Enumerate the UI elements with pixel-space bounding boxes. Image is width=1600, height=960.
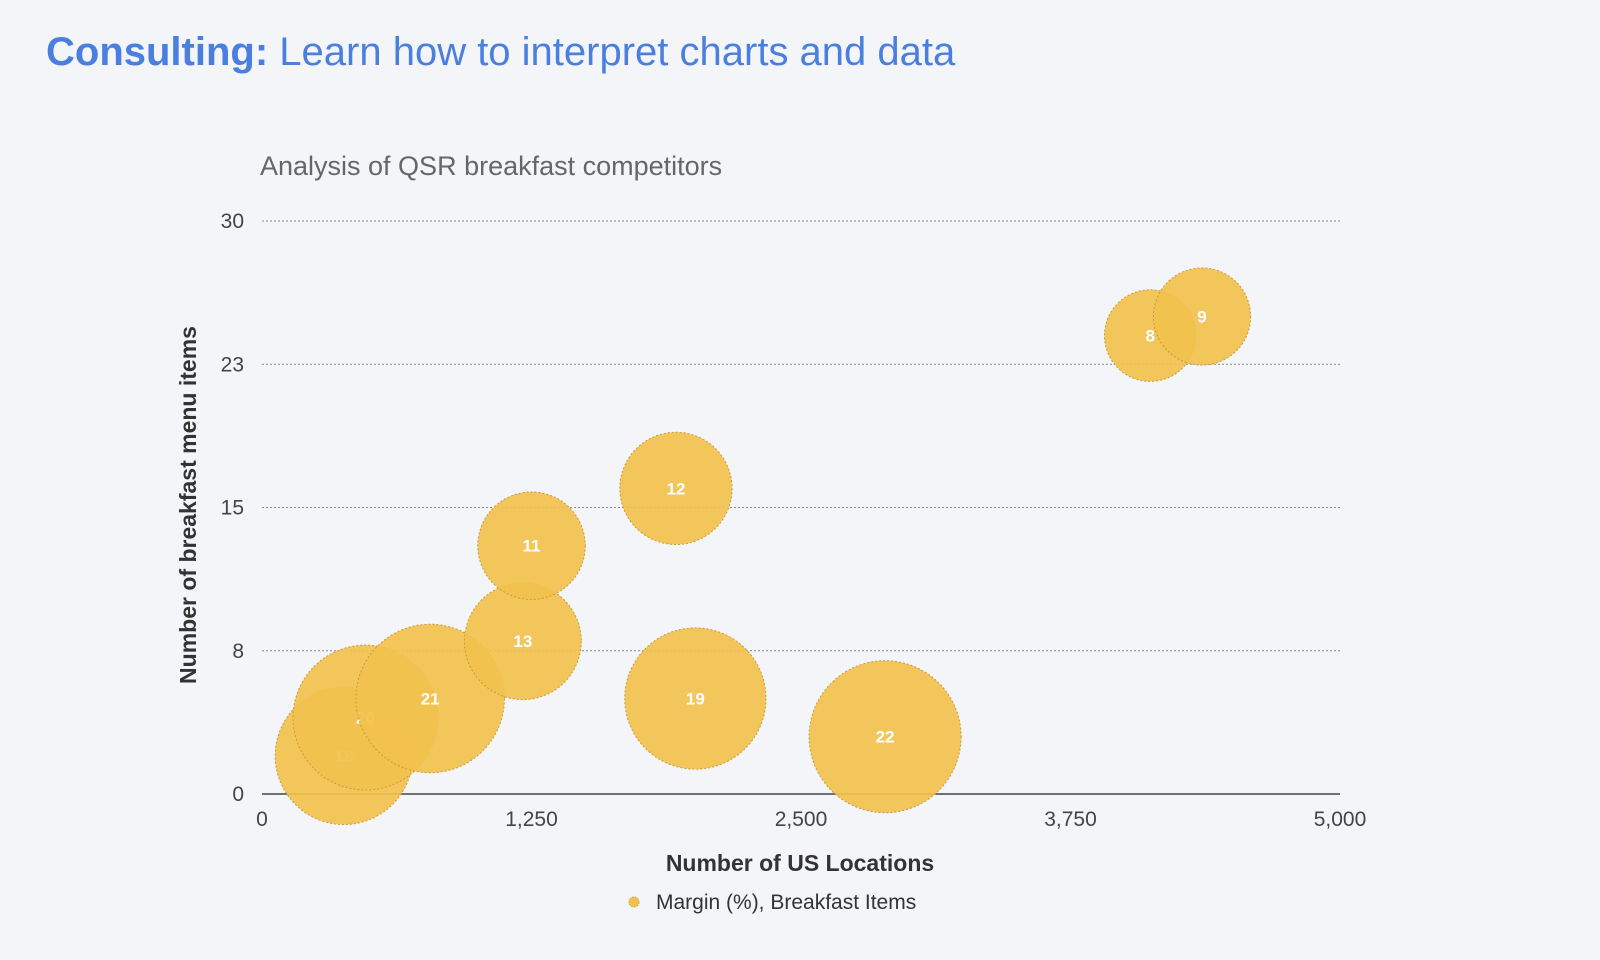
bubble-circle xyxy=(619,431,733,546)
page-title-rest: Learn how to interpret charts and data xyxy=(268,30,956,74)
bubble-label: 22 xyxy=(876,728,895,747)
page-title-bold: Consulting: xyxy=(46,30,269,74)
bubble-label: 13 xyxy=(513,632,532,651)
x-axis-label: Number of US Locations xyxy=(666,850,934,876)
bubble[interactable]: 22 xyxy=(808,660,962,814)
bubble-circle xyxy=(808,660,962,814)
x-tick-label: 5,000 xyxy=(1314,808,1367,831)
bubble-circle xyxy=(463,582,582,701)
y-axis-label: Number of breakfast menu items xyxy=(175,326,201,684)
legend-marker xyxy=(628,896,640,908)
y-tick-label: 15 xyxy=(221,497,244,520)
bubble-circle xyxy=(355,623,505,774)
bubble[interactable]: 19 xyxy=(624,627,767,770)
bubble[interactable]: 11 xyxy=(477,491,586,600)
legend-label: Margin (%), Breakfast Items xyxy=(656,891,916,914)
bubbles: 182021131112192289 xyxy=(274,267,1252,826)
bubble[interactable]: 21 xyxy=(355,623,505,774)
bubble-circle xyxy=(477,491,586,600)
chart-title: Analysis of QSR breakfast competitors xyxy=(260,151,722,181)
y-tick-label: 0 xyxy=(232,783,244,806)
bubble-label: 9 xyxy=(1197,308,1206,327)
y-tick-label: 23 xyxy=(221,353,244,376)
y-axis-ticks: 0 8 15 23 30 xyxy=(221,210,244,806)
y-tick-label: 8 xyxy=(232,640,244,663)
x-tick-label: 0 xyxy=(256,808,268,831)
x-axis-ticks: 0 1,250 2,500 3,750 5,000 xyxy=(256,808,1366,831)
bubble-label: 21 xyxy=(421,690,440,709)
bubble-label: 11 xyxy=(523,537,541,556)
x-tick-label: 2,500 xyxy=(775,808,828,831)
x-tick-label: 3,750 xyxy=(1044,808,1097,831)
bubble[interactable]: 13 xyxy=(463,582,582,701)
bubble-label: 19 xyxy=(686,690,705,709)
bubble-label: 8 xyxy=(1146,327,1155,346)
bubble-label: 12 xyxy=(666,479,685,498)
bubble[interactable]: 12 xyxy=(619,431,733,546)
bubble-circle xyxy=(1152,267,1252,366)
bubble-circle xyxy=(624,627,767,770)
legend[interactable]: Margin (%), Breakfast Items xyxy=(628,891,916,914)
y-tick-label: 30 xyxy=(221,210,244,233)
page-title: Consulting: Learn how to interpret chart… xyxy=(46,30,955,75)
bubble[interactable]: 9 xyxy=(1152,267,1252,366)
x-tick-label: 1,250 xyxy=(505,808,558,831)
